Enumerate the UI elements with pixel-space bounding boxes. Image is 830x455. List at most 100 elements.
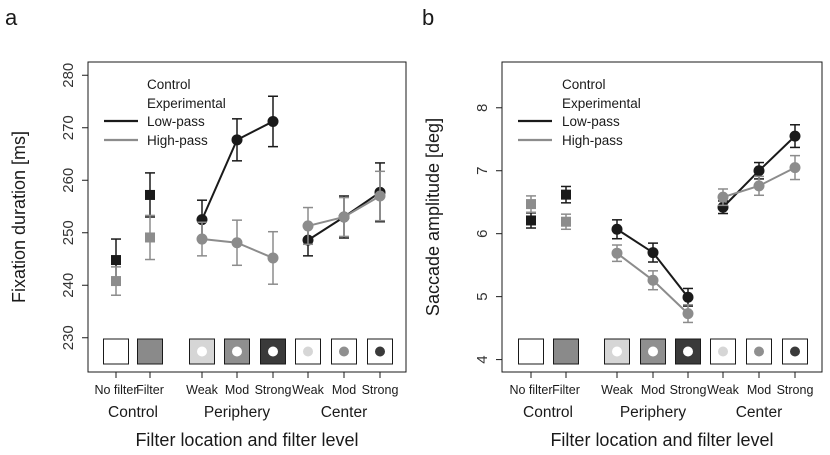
- panel-a-data-point: [374, 190, 386, 202]
- legend-highpass-label: High-pass: [147, 133, 208, 148]
- panel-b-category-labels: No filter Filter Weak Mod Strong Weak Mod Stron…: [509, 372, 813, 421]
- panel-b-filter-icon-dot: [648, 346, 658, 357]
- panel-b-control-point: [526, 215, 536, 226]
- panel-a-control-point: [111, 276, 121, 287]
- panel-b-control-point: [561, 189, 571, 200]
- panel-a-plot-frame: [87, 61, 407, 373]
- panel-a-filter-icon-dot: [339, 346, 349, 357]
- panel-a-y-axis: 230 240 250 260 270 280: [60, 63, 88, 350]
- panel-b-legend: Control Experimental Low-pass High-pass: [518, 77, 641, 148]
- panel-a-ylabel: Fixation duration [ms]: [9, 131, 29, 303]
- panel-a-xlabel: Filter location and filter level: [135, 430, 358, 450]
- panel-b-data-point: [753, 180, 765, 192]
- panel-a-data-point: [267, 252, 279, 264]
- panel-a-ytick-label: 270: [60, 115, 77, 140]
- panel-b-data-point: [682, 291, 694, 303]
- panel-b-filter-icon-dot: [718, 346, 728, 357]
- panel-b-data-point: [611, 223, 623, 235]
- panel-b-letter: b: [422, 5, 434, 30]
- panel-a-group-label: Periphery: [204, 404, 271, 421]
- panel-b-category-label: Mod: [641, 383, 665, 397]
- panel-a-data-point: [231, 134, 243, 146]
- panel-b: b Saccade amplitude [deg] Filter locatio…: [422, 5, 823, 450]
- panel-b-plot-frame: [501, 61, 823, 373]
- panel-b-data-point: [717, 191, 729, 203]
- panel-a-letter: a: [5, 5, 18, 30]
- panel-b-series-lowpass: [526, 124, 801, 307]
- panel-a-category-label: Strong: [255, 383, 292, 397]
- panel-b-filter-icon-dot: [790, 346, 800, 357]
- panel-b-data-point: [647, 247, 659, 259]
- panel-b-data-point: [682, 308, 694, 320]
- panel-b-ytick-label: 5: [474, 292, 491, 300]
- panel-a-group-label: Control: [108, 404, 158, 421]
- panel-a-group-label: Center: [321, 404, 368, 421]
- panel-b-data-point: [789, 130, 801, 142]
- panel-a-category-label: Strong: [362, 383, 399, 397]
- panel-b-category-label: Weak: [601, 383, 633, 397]
- panel-b-category-label: Strong: [670, 383, 707, 397]
- panel-b-group-label: Periphery: [620, 404, 687, 421]
- legend-lowpass-label: Low-pass: [562, 114, 620, 129]
- panel-b-filter-icon: [710, 338, 736, 365]
- panel-b-filter-icon-dot: [754, 346, 764, 357]
- panel-b-category-label: Strong: [777, 383, 814, 397]
- panel-a-control-point: [145, 189, 155, 200]
- panel-a-category-label: Weak: [292, 383, 324, 397]
- panel-a-data-point: [338, 211, 350, 223]
- panel-b-category-label: Weak: [707, 383, 739, 397]
- panel-b-group-label: Control: [523, 404, 573, 421]
- panel-a-filter-icon-dot: [232, 346, 242, 357]
- panel-b-filter-icon-dot: [612, 346, 622, 357]
- panel-b-data-point: [789, 162, 801, 174]
- panel-a-filter-icon-dot: [268, 346, 278, 357]
- legend-highpass-label: High-pass: [562, 133, 623, 148]
- legend-lowpass-label: Low-pass: [147, 114, 205, 129]
- panel-a-series-highpass: [111, 170, 386, 296]
- panel-b-ytick-label: 8: [474, 104, 491, 112]
- panel-b-series: [526, 124, 801, 324]
- panel-b-group-label: Center: [736, 404, 783, 421]
- panel-a-filter-icon: [137, 338, 163, 365]
- legend-experimental-label: Experimental: [147, 96, 226, 111]
- panel-b-data-point: [611, 247, 623, 259]
- legend-experimental-label: Experimental: [562, 96, 641, 111]
- legend-control-label: Control: [562, 77, 606, 92]
- panel-b-control-point: [561, 216, 571, 227]
- panel-b-filter-icon-dot: [683, 346, 693, 357]
- panel-a-legend: Control Experimental Low-pass High-pass: [104, 77, 226, 148]
- panel-a-category-label: Mod: [332, 383, 356, 397]
- panel-b-ytick-label: 4: [474, 355, 491, 363]
- panel-b-filter-icon: [518, 338, 544, 365]
- panel-b-y-axis: 4 5 6 7 8: [474, 104, 502, 364]
- panel-b-data-point: [753, 165, 765, 177]
- panel-a-data-point: [267, 115, 279, 127]
- panel-a-data-point: [231, 237, 243, 249]
- panel-b-ytick-label: 7: [474, 167, 491, 175]
- panel-a-category-label: No filter: [94, 383, 137, 397]
- panel-b-category-label: No filter: [509, 383, 552, 397]
- panel-a: a Fixation duration [ms] Filter location…: [5, 5, 407, 450]
- panel-b-filter-icon: [553, 338, 579, 365]
- panel-a-data-point: [196, 233, 208, 245]
- panel-b-filter-icons: [518, 338, 808, 365]
- panel-a-ytick-label: 230: [60, 325, 77, 350]
- panel-a-filter-icons: [103, 338, 393, 365]
- panel-b-control-point: [526, 199, 536, 210]
- panel-b-ylabel: Saccade amplitude [deg]: [423, 118, 443, 316]
- panel-a-control-point: [145, 232, 155, 243]
- panel-a-series: [111, 95, 386, 296]
- legend-control-label: Control: [147, 77, 191, 92]
- panel-b-data-point: [647, 274, 659, 286]
- panel-a-filter-icon: [103, 338, 129, 365]
- panel-b-series-highpass: [526, 154, 801, 324]
- panel-a-category-label: Weak: [186, 383, 218, 397]
- panel-a-control-point: [111, 255, 121, 266]
- panel-a-filter-icon-dot: [197, 346, 207, 357]
- panel-a-category-label: Mod: [225, 383, 249, 397]
- panel-a-data-point: [302, 220, 314, 232]
- panel-b-ytick-label: 6: [474, 230, 491, 238]
- panel-a-ytick-label: 250: [60, 220, 77, 245]
